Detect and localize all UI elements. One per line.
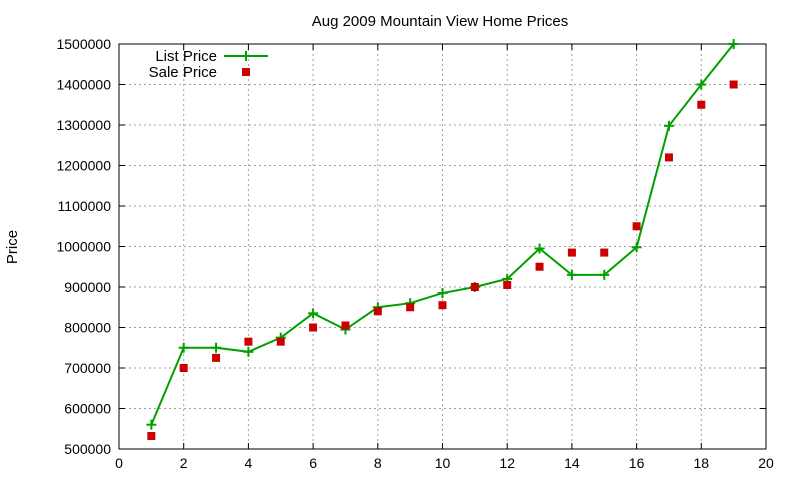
list-price-point xyxy=(728,39,739,49)
y-axis-label: Price xyxy=(4,230,21,264)
series-layer xyxy=(146,39,739,441)
sale-price-point xyxy=(242,68,250,76)
x-tick-label: 20 xyxy=(758,455,774,471)
x-tick-label: 14 xyxy=(564,455,580,471)
x-tick-label: 12 xyxy=(499,455,515,471)
sale-price-point xyxy=(147,432,156,441)
x-tick-label: 10 xyxy=(435,455,451,471)
sale-price-point xyxy=(341,321,350,330)
y-tick-label: 700000 xyxy=(64,360,111,376)
sale-price-series xyxy=(147,80,738,441)
sale-price-point xyxy=(406,303,415,312)
sale-price-point xyxy=(373,307,382,316)
chart-title: Aug 2009 Mountain View Home Prices xyxy=(312,13,569,30)
y-tick-label: 1000000 xyxy=(56,239,111,255)
list-price-point xyxy=(437,288,448,299)
y-tick-label: 500000 xyxy=(64,441,111,457)
x-tick-label: 6 xyxy=(309,455,317,471)
sale-price-point xyxy=(276,337,285,346)
legend-label-list-price: List Price xyxy=(155,48,217,65)
x-tick-label: 0 xyxy=(115,455,123,471)
y-tick-label: 600000 xyxy=(64,401,111,417)
list-price-point xyxy=(243,346,254,357)
list-price-point xyxy=(631,242,642,253)
x-tick-label: 2 xyxy=(180,455,188,471)
y-tick-label: 1400000 xyxy=(56,77,111,93)
sale-price-point xyxy=(600,248,609,257)
sale-price-point xyxy=(470,283,479,291)
y-tick-label: 1200000 xyxy=(56,158,111,174)
sale-price-point xyxy=(244,337,253,346)
sale-price-point xyxy=(664,153,673,162)
list-price-point xyxy=(566,269,577,280)
list-price-point xyxy=(599,269,610,280)
legend-label-sale-price: Sale Price xyxy=(149,64,217,81)
sale-price-point xyxy=(212,353,221,362)
list-price-point xyxy=(534,243,545,254)
list-price-point xyxy=(663,120,674,131)
list-price-point xyxy=(178,342,189,353)
x-tick-label: 4 xyxy=(245,455,253,471)
list-price-point xyxy=(308,308,319,319)
list-price-point xyxy=(696,79,707,90)
sale-price-point xyxy=(729,80,738,89)
sale-price-point xyxy=(567,248,576,257)
list-price-point xyxy=(211,342,222,353)
sale-price-point xyxy=(535,262,544,271)
list-price-point xyxy=(146,419,157,430)
sale-price-point xyxy=(503,280,512,289)
sale-price-point xyxy=(309,323,318,332)
y-tick-label: 900000 xyxy=(64,279,111,295)
sale-price-point xyxy=(438,301,447,310)
list-price-point xyxy=(241,51,251,61)
x-tick-label: 8 xyxy=(374,455,382,471)
y-tick-label: 1100000 xyxy=(58,198,112,214)
sale-price-point xyxy=(697,100,706,109)
y-tick-label: 1300000 xyxy=(56,117,111,133)
y-tick-label: 1500000 xyxy=(56,36,111,52)
y-tick-label: 800000 xyxy=(64,320,111,336)
x-tick-label: 16 xyxy=(629,455,645,471)
sale-price-point xyxy=(632,222,641,231)
x-tick-label: 18 xyxy=(694,455,710,471)
axes: 0 2 4 6 8 10 12 14 16 18 20 500000 600000 700000 80000… xyxy=(56,36,774,471)
sale-price-point xyxy=(179,364,188,372)
grid xyxy=(119,44,766,449)
